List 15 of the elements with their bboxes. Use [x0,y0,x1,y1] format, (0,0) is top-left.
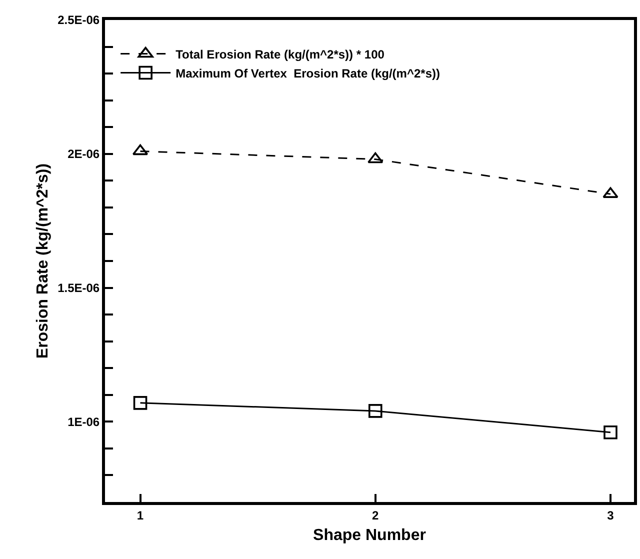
point [368,404,382,418]
point [133,396,148,410]
y-tick-label: 2.5E-06 [58,13,100,28]
x-tick-label: 2 [372,508,380,522]
x-tick-label: 1 [136,508,144,522]
y-tick-label: 1.5E-06 [58,280,100,295]
legend-label: Total Erosion Rate (kg/(m^2*s)) * 100 [176,47,385,62]
y-axis-title: Erosion Rate (kg/(m^2*s)) [34,163,52,359]
y-tick-label: 1E-06 [68,414,100,429]
y-tick-label: 2E-06 [68,147,100,162]
point [368,152,384,164]
x-axis-title: Shape Number [313,527,426,544]
legend-label: Maximum Of Vertex Erosion Rate (kg/(m^2*s)) [176,66,440,80]
point [604,425,618,440]
x-tick-label: 3 [607,508,614,522]
